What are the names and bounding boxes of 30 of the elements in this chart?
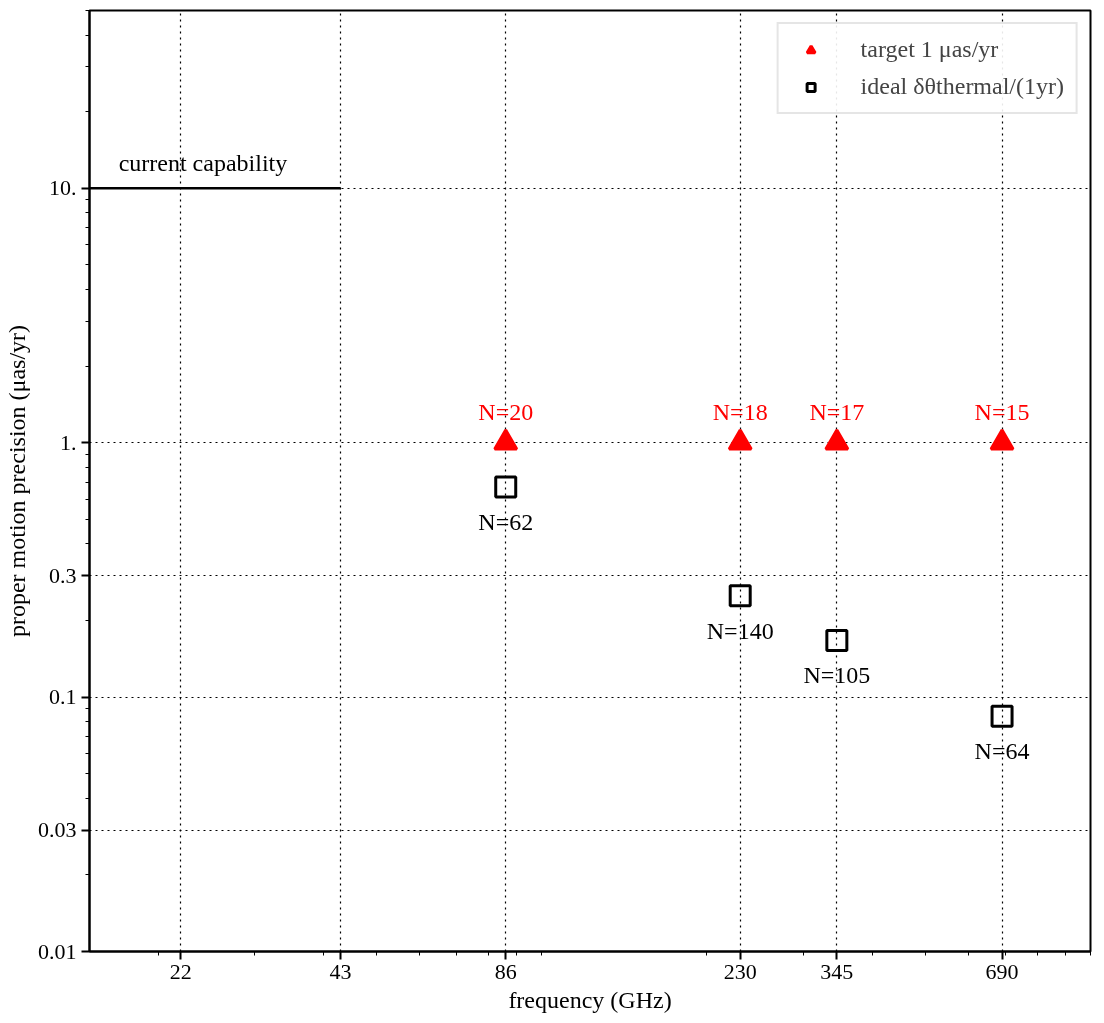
y-axis-title: proper motion precision (μas/yr) xyxy=(4,324,30,638)
annotation: N=20 xyxy=(478,398,534,425)
y-tick-label: 0.1 xyxy=(49,684,77,710)
x-tick-label: 230 xyxy=(723,958,757,984)
x-tick-label: 43 xyxy=(329,958,352,984)
point xyxy=(825,628,849,652)
x-tick-label: 22 xyxy=(169,958,192,984)
annotation: N=62 xyxy=(478,508,534,535)
point xyxy=(493,428,519,451)
x-tick-label: 690 xyxy=(985,958,1019,984)
legend-label: ideal δθthermal/(1yr) xyxy=(860,73,1064,100)
annotation: N=15 xyxy=(974,398,1030,425)
annotation: N=140 xyxy=(706,617,774,644)
annotation: N=18 xyxy=(712,398,768,425)
y-tick-label: 10. xyxy=(49,175,77,201)
x-axis-title: frequency (GHz) xyxy=(508,986,672,1013)
point xyxy=(824,428,850,451)
x-tick-label: 345 xyxy=(820,958,854,984)
point xyxy=(990,704,1014,728)
annotation: N=17 xyxy=(809,398,865,425)
annotation: N=64 xyxy=(974,738,1030,765)
series-label: current capability xyxy=(118,149,288,176)
y-tick-label: 0.01 xyxy=(38,938,77,964)
y-tick-label: 1. xyxy=(60,429,77,455)
annotation: N=105 xyxy=(803,662,871,689)
legend-label: target 1 μas/yr xyxy=(860,36,999,63)
y-tick-label: 0.3 xyxy=(49,562,77,588)
y-tick-label: 0.03 xyxy=(38,817,77,843)
point xyxy=(989,428,1015,451)
x-tick-label: 86 xyxy=(494,958,517,984)
